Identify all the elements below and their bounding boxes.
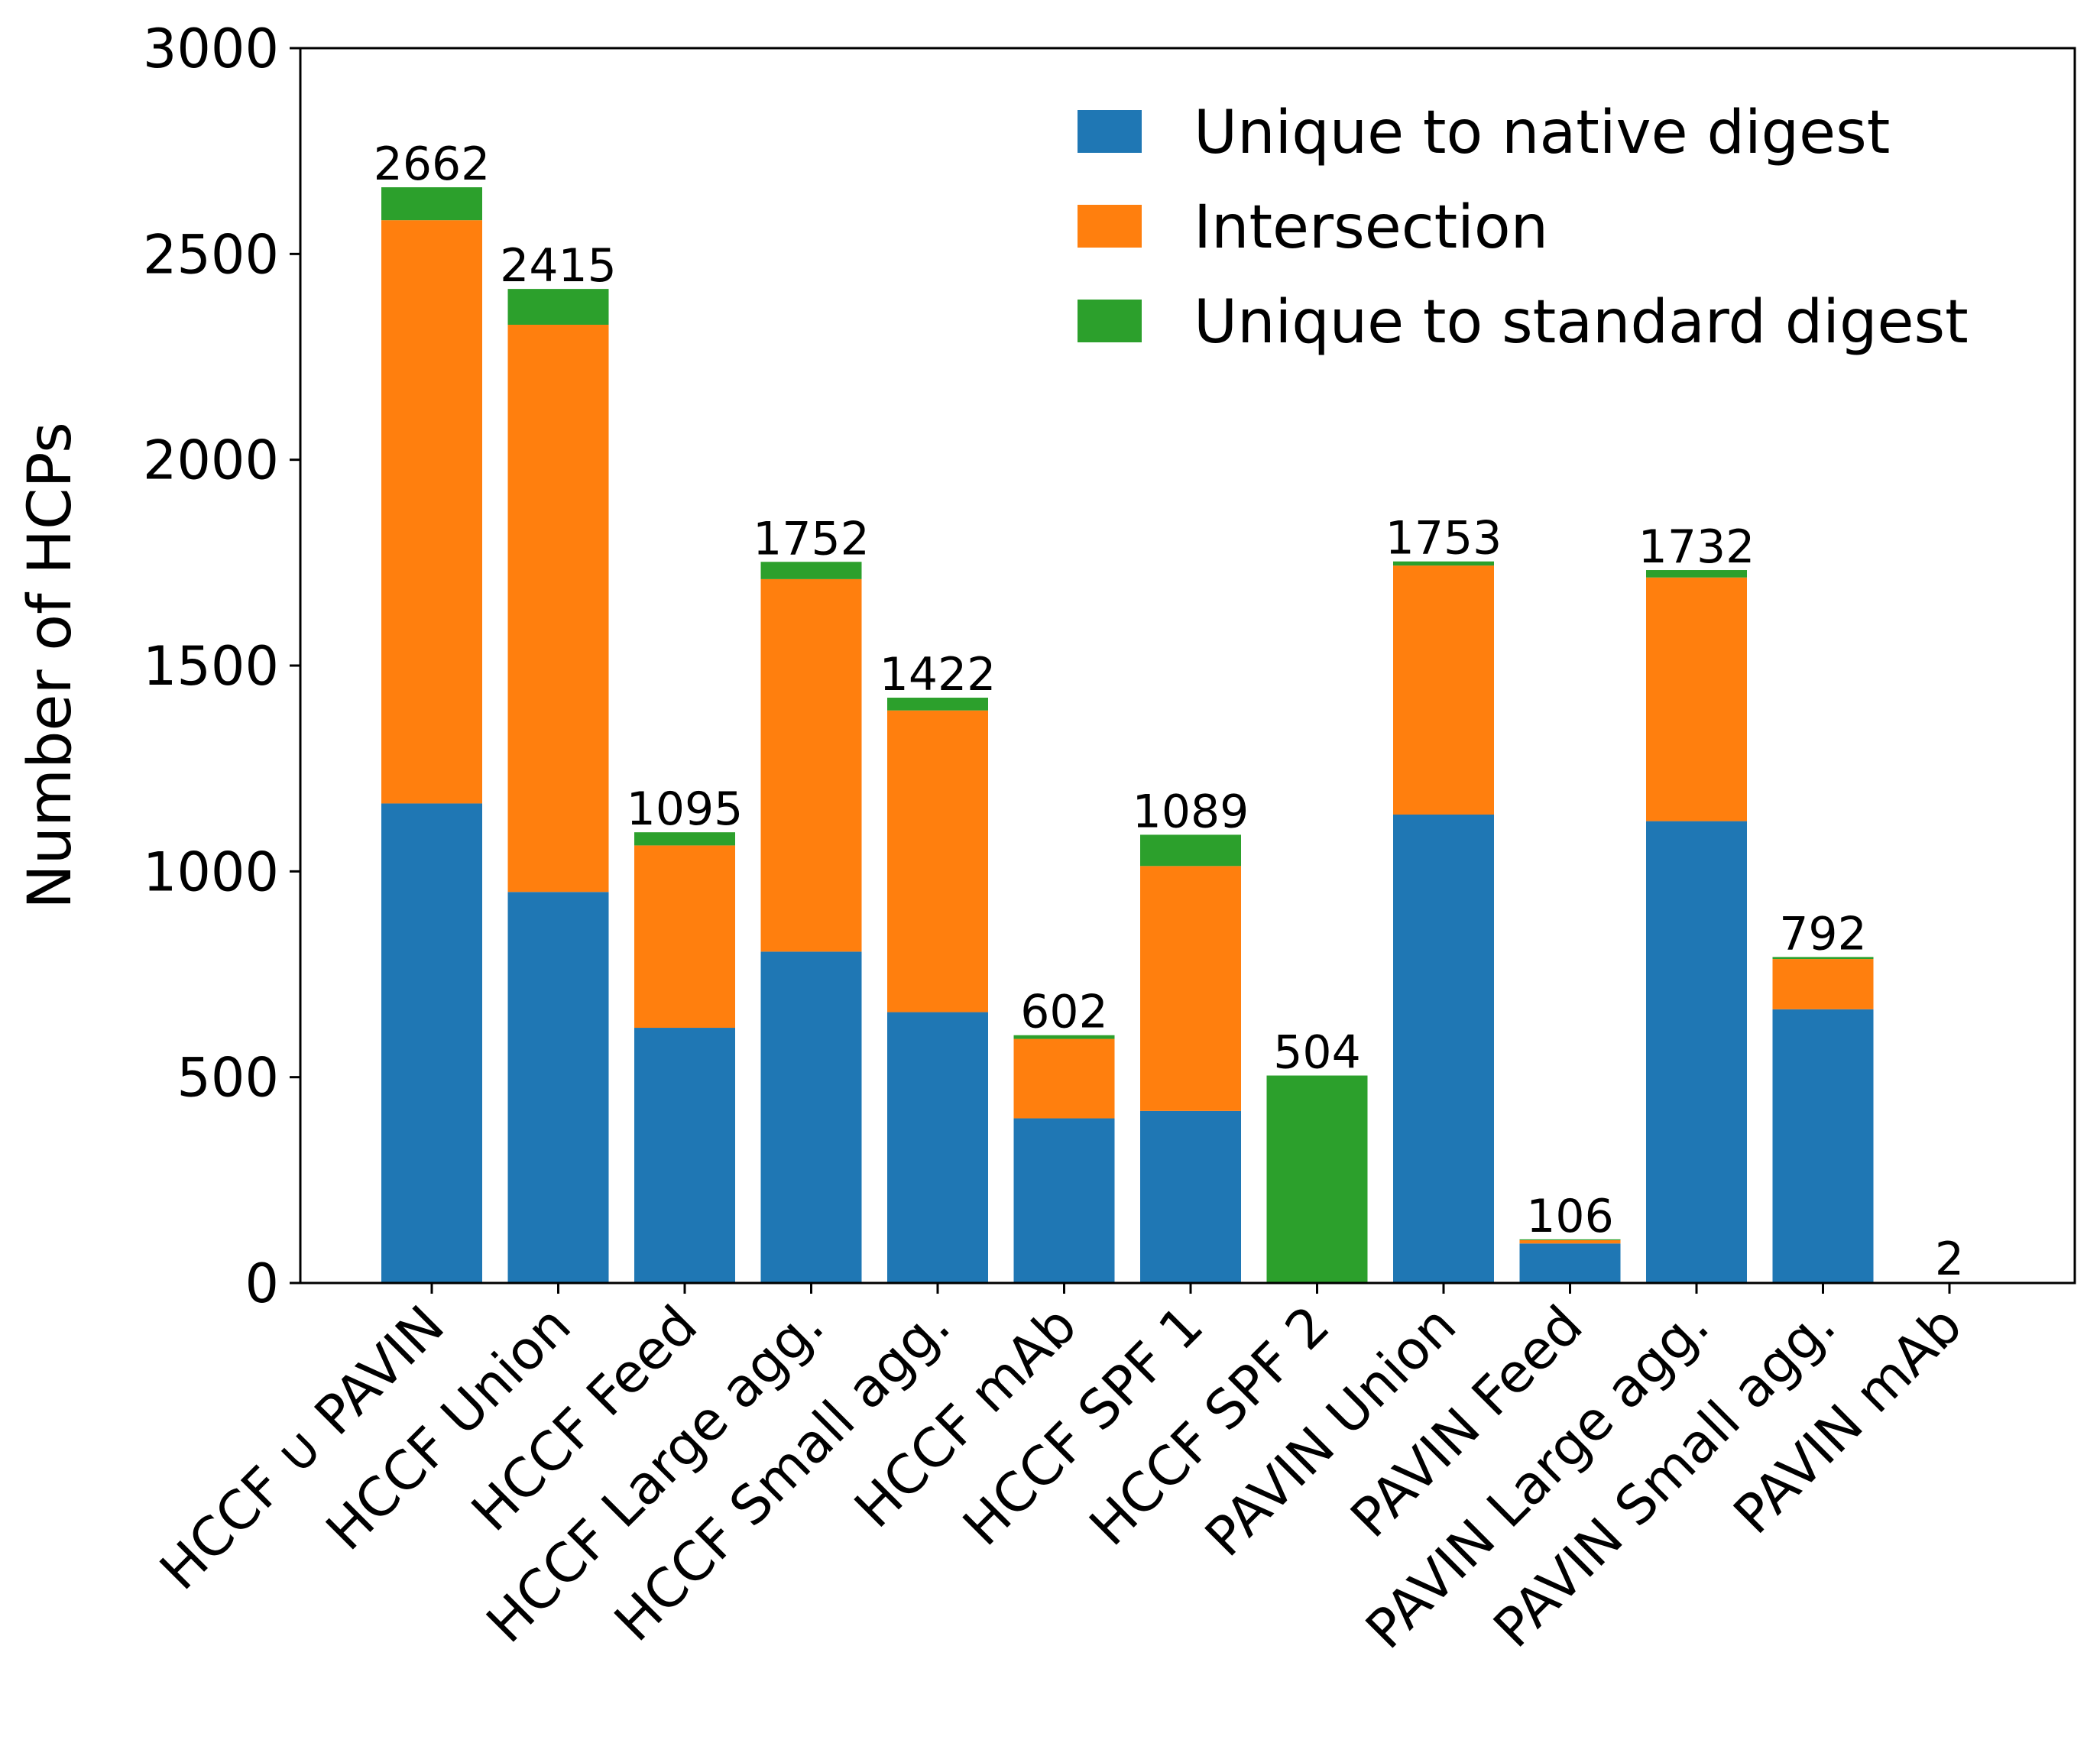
y-axis-label: Number of HCPs (16, 422, 85, 909)
bar-segment (887, 698, 988, 711)
bar-segment (1772, 1009, 1874, 1283)
legend-label: Unique to standard digest (1194, 288, 1969, 357)
total-label: 106 (1526, 1190, 1614, 1243)
legend-label: Intersection (1194, 193, 1548, 262)
bar-segment (507, 289, 609, 325)
bar-segment (1519, 1243, 1621, 1283)
bar-segment (1140, 866, 1241, 1111)
bar-segment (1646, 577, 1747, 821)
bar-segment (381, 187, 482, 221)
bar-segment (1646, 821, 1747, 1283)
plot-frame (299, 47, 2076, 1285)
bar-segment (760, 578, 862, 952)
bar-segment (1646, 570, 1747, 578)
bar-segment (1266, 1075, 1368, 1283)
bar-segment (634, 832, 735, 846)
y-tick-label: 2500 (143, 223, 279, 286)
total-label: 602 (1020, 986, 1108, 1039)
total-label: 1753 (1385, 512, 1502, 565)
bar-segment (1013, 1038, 1115, 1119)
total-label: 1089 (1133, 785, 1249, 838)
bar-segment (1013, 1035, 1115, 1039)
bar-segment (887, 1012, 988, 1283)
legend-label: Unique to native digest (1194, 99, 1890, 167)
total-label: 1095 (627, 782, 744, 836)
bar-segment (1772, 957, 1874, 960)
y-tick-label: 1000 (143, 841, 279, 903)
total-label: 1732 (1638, 520, 1755, 574)
total-label: 2415 (500, 239, 617, 293)
bar-segment (1140, 1110, 1241, 1283)
y-tick-label: 2000 (143, 429, 279, 492)
bar-segment (760, 562, 862, 579)
y-tick-label: 1500 (143, 635, 279, 698)
total-label: 1752 (753, 512, 870, 565)
bar-segment (1519, 1239, 1621, 1240)
bar-segment (1140, 834, 1241, 867)
legend-swatch (1078, 205, 1142, 248)
bar-segment (1393, 561, 1494, 566)
bar-segment (381, 803, 482, 1283)
legend: Unique to native digest Intersection Uniqu… (1078, 99, 1969, 357)
bar-segment (760, 951, 862, 1283)
legend-swatch (1078, 110, 1142, 153)
bar-segment (507, 324, 609, 893)
bar-segment (381, 220, 482, 804)
bar-segment (1772, 959, 1874, 1009)
bar-segment (1393, 814, 1494, 1283)
total-label: 2 (1935, 1233, 1964, 1286)
bar-segment (887, 710, 988, 1012)
bar-segment (1393, 565, 1494, 815)
y-tick-label: 3000 (143, 18, 279, 80)
total-label: 2662 (374, 138, 491, 191)
legend-swatch (1078, 300, 1142, 342)
bar-segment (634, 1028, 735, 1283)
bar-segment (1519, 1239, 1621, 1244)
total-label: 1422 (880, 648, 997, 701)
y-tick-label: 0 (245, 1252, 279, 1315)
bar-segment (634, 845, 735, 1029)
bars-layer (381, 187, 2000, 1283)
bar-segment (1013, 1118, 1115, 1283)
total-label: 792 (1779, 907, 1867, 961)
total-label: 504 (1273, 1026, 1361, 1080)
y-tick-label: 500 (177, 1047, 279, 1110)
y-axis: 0 500 1000 1500 2000 2500 3000 (143, 18, 300, 1315)
bar-segment (507, 892, 609, 1283)
